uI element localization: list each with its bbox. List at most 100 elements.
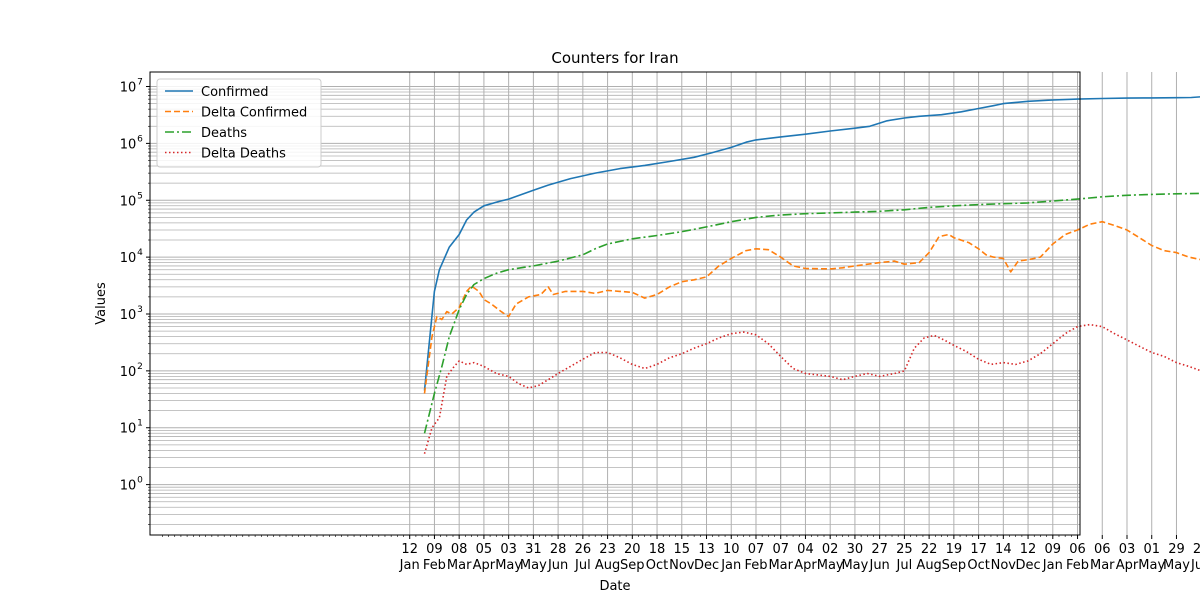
x-tick-month: Aug — [595, 558, 620, 573]
y-tick-label: 10 — [120, 308, 137, 323]
y-tick-label: 10 — [120, 479, 137, 494]
x-tick-month: Nov — [991, 558, 1017, 573]
x-tick-day: 08 — [451, 542, 468, 557]
x-tick-day: 17 — [970, 542, 987, 557]
x-tick-day: 12 — [401, 542, 418, 557]
series-line-delta-deaths — [423, 323, 1200, 454]
x-tick-day: 26 — [1193, 542, 1200, 557]
series-line-confirmed — [423, 96, 1200, 391]
chart-title: Counters for Iran — [551, 49, 678, 67]
y-tick-exponent: 6 — [137, 134, 143, 144]
x-tick-day: 20 — [624, 542, 641, 557]
x-tick-month: Jun — [1190, 558, 1200, 573]
series-line-delta-confirmed — [423, 220, 1200, 394]
x-tick-month: Jan — [720, 558, 741, 573]
y-tick-label: 10 — [120, 137, 137, 152]
y-tick-exponent: 0 — [137, 476, 143, 486]
y-tick-exponent: 7 — [137, 78, 143, 88]
x-tick-month: Dec — [694, 558, 719, 573]
y-tick-exponent: 4 — [137, 248, 143, 258]
plot-frame — [149, 71, 1081, 536]
x-tick-day: 04 — [797, 542, 814, 557]
x-tick-month: May — [841, 558, 868, 573]
x-tick-month: Sep — [620, 558, 645, 573]
x-tick-month: Feb — [1066, 558, 1089, 573]
x-tick-month: Jan — [399, 558, 420, 573]
x-tick-day: 25 — [896, 542, 913, 557]
x-tick-month: Apr — [794, 558, 817, 573]
y-axis-label: Values — [94, 282, 109, 325]
x-tick-day: 03 — [1119, 542, 1136, 557]
x-tick-month: Oct — [646, 558, 668, 573]
x-tick-month: Jun — [547, 558, 568, 573]
y-tick-exponent: 5 — [137, 191, 143, 201]
x-tick-day: 31 — [525, 542, 542, 557]
x-tick-day: 28 — [550, 542, 567, 557]
x-tick-day: 10 — [723, 542, 740, 557]
x-tick-month: Apr — [1116, 558, 1139, 573]
x-tick-day: 15 — [674, 542, 691, 557]
x-tick-month: May — [1163, 558, 1190, 573]
legend-label: Delta Confirmed — [201, 106, 307, 121]
x-tick-month: Jun — [868, 558, 889, 573]
x-tick-month: Sep — [942, 558, 967, 573]
x-tick-day: 13 — [698, 542, 715, 557]
y-tick-label: 10 — [120, 81, 137, 96]
x-tick-day: 06 — [1094, 542, 1111, 557]
x-tick-day: 01 — [1143, 542, 1160, 557]
x-tick-day: 27 — [871, 542, 888, 557]
y-tick-exponent: 2 — [137, 362, 143, 372]
legend-label: Delta Deaths — [201, 147, 286, 162]
x-tick-day: 23 — [599, 542, 616, 557]
x-axis-ticks: 12Jan09Feb08Mar05Apr03May31May28Jun26Jul… — [162, 535, 1200, 573]
x-tick-month: Jul — [896, 558, 913, 573]
y-tick-exponent: 3 — [137, 305, 143, 315]
x-tick-month: May — [817, 558, 844, 573]
x-tick-month: Apr — [473, 558, 496, 573]
x-tick-day: 03 — [500, 542, 517, 557]
x-tick-month: Jan — [1042, 558, 1063, 573]
x-tick-day: 07 — [772, 542, 789, 557]
x-tick-month: Nov — [669, 558, 695, 573]
x-tick-day: 09 — [1045, 542, 1062, 557]
x-tick-day: 12 — [1020, 542, 1037, 557]
y-tick-label: 10 — [120, 422, 137, 437]
x-tick-month: Aug — [916, 558, 941, 573]
x-tick-month: Mar — [768, 558, 793, 573]
series-lines — [423, 96, 1200, 454]
x-tick-day: 29 — [1168, 542, 1185, 557]
x-tick-month: Mar — [1090, 558, 1115, 573]
x-tick-day: 14 — [995, 542, 1012, 557]
x-tick-month: Jul — [574, 558, 591, 573]
legend: Confirmed Delta Confirmed Deaths Delta Deat… — [156, 78, 322, 168]
y-tick-label: 10 — [120, 194, 137, 209]
x-tick-month: May — [520, 558, 547, 573]
y-tick-exponent: 1 — [137, 419, 143, 429]
y-tick-label: 10 — [120, 365, 137, 380]
x-tick-month: Oct — [967, 558, 989, 573]
x-tick-day: 07 — [748, 542, 765, 557]
x-tick-day: 06 — [1069, 542, 1086, 557]
x-tick-month: Dec — [1015, 558, 1040, 573]
x-tick-month: Feb — [744, 558, 767, 573]
x-tick-month: Mar — [447, 558, 472, 573]
legend-box — [156, 78, 322, 168]
x-tick-day: 22 — [921, 542, 938, 557]
x-tick-month: May — [495, 558, 522, 573]
x-axis-label: Date — [599, 579, 630, 594]
series-line-deaths — [423, 192, 1200, 434]
x-tick-month: Feb — [423, 558, 446, 573]
x-tick-day: 26 — [575, 542, 592, 557]
x-tick-day: 18 — [649, 542, 666, 557]
x-tick-day: 05 — [476, 542, 493, 557]
x-tick-day: 02 — [822, 542, 839, 557]
x-tick-day: 30 — [847, 542, 864, 557]
x-tick-month: May — [1138, 558, 1165, 573]
legend-label: Confirmed — [201, 85, 269, 100]
x-tick-day: 19 — [946, 542, 963, 557]
x-tick-day: 09 — [426, 542, 443, 557]
legend-label: Deaths — [201, 126, 247, 141]
y-tick-label: 10 — [120, 251, 137, 266]
